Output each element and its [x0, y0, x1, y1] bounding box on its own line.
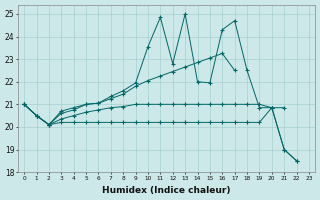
X-axis label: Humidex (Indice chaleur): Humidex (Indice chaleur): [102, 186, 231, 195]
